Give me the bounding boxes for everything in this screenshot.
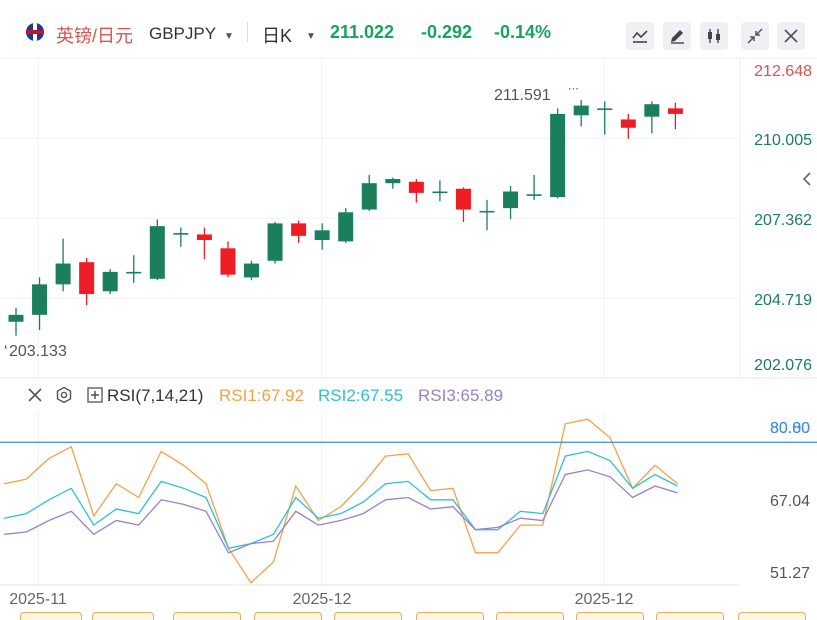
bottom-tab[interactable] <box>416 612 484 620</box>
rsi3-value: RSI3:65.89 <box>418 386 504 405</box>
bottom-tab[interactable] <box>334 612 402 620</box>
rsi-close-button[interactable] <box>26 386 44 404</box>
rsi-settings-button[interactable] <box>55 386 73 404</box>
candle-body <box>644 104 660 117</box>
rsi-axis-tick: 80.80 <box>770 420 810 437</box>
candle-body <box>479 210 495 213</box>
candle-body <box>455 188 471 210</box>
rsi-line-rsi2 <box>3 450 678 549</box>
candle-body <box>361 183 377 210</box>
rsi-line-rsi3 <box>3 469 678 554</box>
candle-body <box>408 181 424 193</box>
collapse-button[interactable] <box>741 22 769 50</box>
candle-body <box>244 263 259 278</box>
candle-body <box>667 108 683 114</box>
rsi2-value: RSI2:67.55 <box>318 386 404 405</box>
period-selector[interactable]: 日K <box>262 26 293 46</box>
date-axis-tick: 2025-11 <box>9 591 67 608</box>
rsi-series <box>3 418 678 584</box>
candle-body <box>620 119 636 128</box>
price-axis-tick: 204.719 <box>754 292 812 309</box>
rsi-add-button[interactable] <box>86 386 104 404</box>
candle-body <box>526 194 542 196</box>
high-annotation: 211.591 <box>494 87 551 104</box>
plus-square-icon <box>87 387 103 403</box>
bottom-tab-strip <box>0 612 817 620</box>
candle-body <box>32 284 48 315</box>
rsi1-value: RSI1:67.92 <box>219 386 305 405</box>
bottom-tab[interactable] <box>656 612 724 620</box>
rsi-axis-tick: 80.00 <box>770 420 810 437</box>
close-button[interactable] <box>777 22 805 50</box>
flag-uk-icon <box>26 23 44 41</box>
rsi-axis-tick: 51.27 <box>770 565 810 582</box>
chevron-left-icon <box>802 172 811 186</box>
price-change-pct: -0.14% <box>494 22 552 42</box>
price-axis-tick: 207.362 <box>754 212 812 229</box>
candle-body <box>503 191 519 209</box>
candle-body <box>267 223 283 261</box>
high-annotation-connector: ⋯ <box>568 83 579 95</box>
price-axis-tick: 212.648 <box>754 63 812 80</box>
candle-body <box>597 108 613 110</box>
price-change: -0.292 <box>421 22 473 42</box>
pencil-icon <box>671 30 684 44</box>
symbol-code[interactable]: GBPJPY <box>149 24 217 43</box>
candlestick-icon <box>708 29 720 43</box>
candle-body <box>550 113 566 198</box>
date-axis-tick: 2025-12 <box>575 591 634 608</box>
line-chart-button[interactable] <box>626 22 654 50</box>
candle-body <box>149 226 165 279</box>
candle-body <box>79 262 95 295</box>
candle-body <box>573 105 589 116</box>
rsi-axis-tick: 67.04 <box>770 493 810 510</box>
bottom-tab[interactable] <box>496 612 564 620</box>
price-axis-tick: 202.076 <box>754 357 812 374</box>
close-icon <box>28 388 42 402</box>
candle-body <box>102 271 118 292</box>
low-annotation: 203.133 <box>9 343 67 360</box>
side-panel-toggle[interactable] <box>797 166 817 192</box>
bottom-tab[interactable] <box>92 612 154 620</box>
grid <box>0 57 817 586</box>
rsi-line-rsi1 <box>3 418 678 584</box>
rsi-toolbar: RSI(7,14,21) RSI1:67.92 RSI2:67.55 RSI3:… <box>0 380 740 410</box>
price-axis-tick: 210.005 <box>754 132 812 149</box>
low-annotation-tick: ‘ <box>4 343 8 360</box>
chart-header: 英镑/日元 GBPJPY ▼ 日K ▼ 211.022 -0.292 -0.14… <box>0 0 817 58</box>
bottom-tab[interactable] <box>20 612 82 620</box>
axes: 212.648 210.005 207.362 204.719 202.076 80.80… <box>9 63 812 608</box>
divider <box>247 22 248 42</box>
date-axis-tick: 2025-12 <box>293 591 352 608</box>
candle-body <box>196 234 212 241</box>
candle-body <box>8 314 24 322</box>
close-icon <box>784 29 798 43</box>
bottom-tab[interactable] <box>254 612 322 620</box>
candle-body <box>314 230 330 241</box>
candle-body <box>220 248 236 275</box>
line-chart-icon <box>632 30 648 43</box>
candle-body <box>338 212 354 242</box>
bottom-tab[interactable] <box>738 612 806 620</box>
candle-body <box>55 263 71 285</box>
candle-body <box>432 191 448 194</box>
candle-body <box>291 223 307 236</box>
draw-button[interactable] <box>663 22 691 50</box>
pair-name[interactable]: 英镑/日元 <box>56 26 134 46</box>
last-price: 211.022 <box>330 22 395 42</box>
candle-body <box>126 271 142 274</box>
candle-body <box>385 179 401 184</box>
collapse-arrows-icon <box>747 28 763 44</box>
bottom-tab[interactable] <box>576 612 644 620</box>
chevron-down-icon[interactable]: ▼ <box>224 31 234 42</box>
chart-type-button[interactable] <box>700 22 728 50</box>
bottom-tab[interactable] <box>173 612 241 620</box>
settings-icon <box>56 386 72 404</box>
chevron-down-icon[interactable]: ▼ <box>306 31 316 42</box>
candlestick-series <box>8 100 683 336</box>
candle-body <box>173 233 189 235</box>
rsi-indicator-label[interactable]: RSI(7,14,21) <box>107 386 204 405</box>
